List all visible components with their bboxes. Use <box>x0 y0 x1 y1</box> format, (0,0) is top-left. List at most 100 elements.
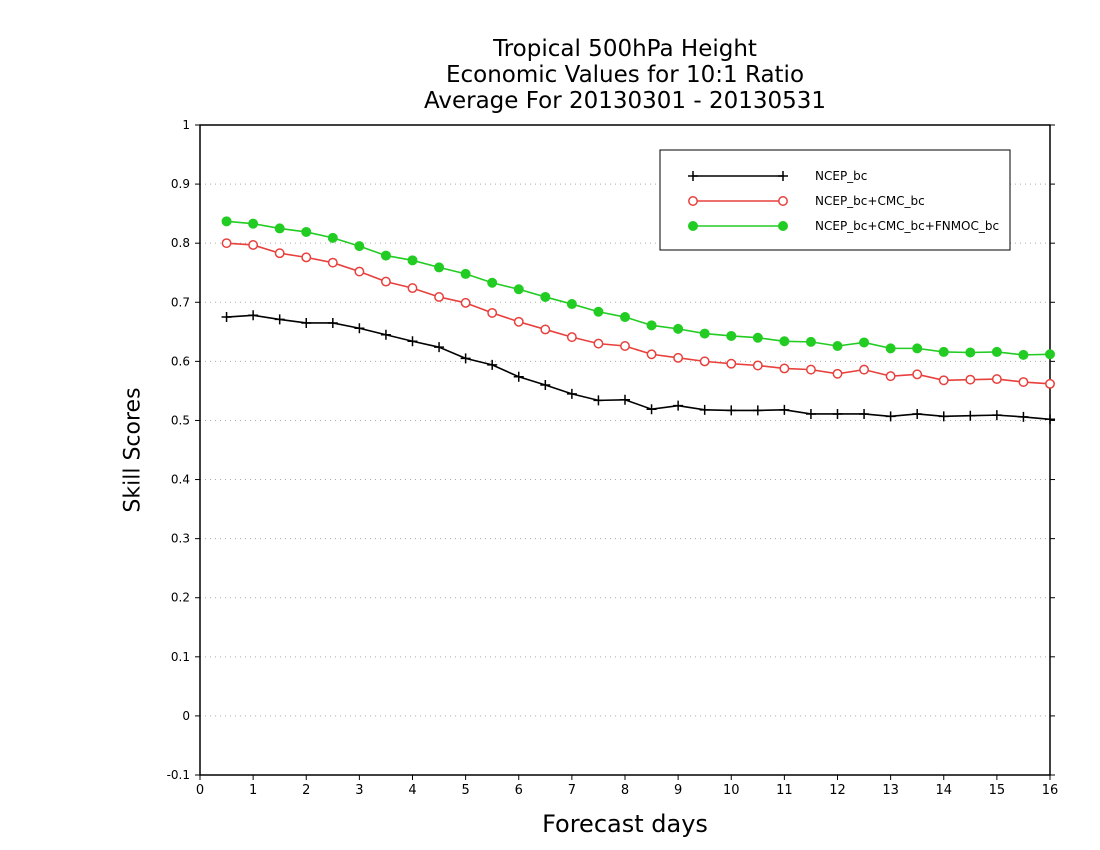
data-point <box>566 299 577 310</box>
data-point <box>221 216 232 227</box>
data-point <box>593 338 604 349</box>
data-point <box>1045 349 1055 360</box>
data-point <box>779 363 790 374</box>
y-tick-label: 0.7 <box>171 295 190 309</box>
chart-title-line-1: Tropical 500hPa Height <box>493 36 757 62</box>
x-tick-label: 3 <box>355 783 363 798</box>
data-point <box>752 360 763 371</box>
data-point <box>354 241 365 252</box>
data-point <box>752 405 763 416</box>
data-point <box>593 306 604 317</box>
data-point <box>434 342 445 353</box>
x-tick-label: 1 <box>249 783 257 798</box>
data-point <box>248 240 259 250</box>
x-tick-label: 5 <box>461 783 469 798</box>
data-point <box>673 352 684 363</box>
data-point <box>620 341 630 351</box>
data-point <box>832 408 843 419</box>
data-point <box>699 328 710 339</box>
data-point <box>274 223 285 234</box>
data-point <box>327 257 338 268</box>
data-point <box>460 353 471 364</box>
data-point <box>859 337 870 348</box>
data-point <box>859 408 870 419</box>
x-axis-label: Forecast days <box>542 810 708 838</box>
data-point <box>965 347 976 358</box>
x-tick-label: 15 <box>989 783 1006 798</box>
x-tick-label: 16 <box>1042 783 1059 798</box>
data-point <box>688 196 698 206</box>
data-point <box>566 388 577 399</box>
data-point <box>912 369 923 380</box>
data-point <box>221 312 232 323</box>
data-point <box>1018 377 1029 387</box>
x-tick-label: 12 <box>829 783 846 798</box>
data-point <box>699 404 710 415</box>
y-tick-label: 0.8 <box>171 236 190 250</box>
data-point <box>991 346 1002 357</box>
y-tick-label: -0.1 <box>167 768 190 782</box>
data-point <box>354 323 365 334</box>
axes: -0.100.10.20.30.40.50.60.70.80.910 1 2 3 4 5 6… <box>167 118 1059 798</box>
x-tick-label: 10 <box>723 783 740 798</box>
data-point <box>513 284 524 295</box>
data-point <box>460 268 471 279</box>
data-point <box>885 343 896 354</box>
y-tick-label: 0.5 <box>171 413 190 427</box>
data-point <box>593 395 604 406</box>
data-point <box>1045 378 1055 389</box>
data-point <box>434 262 445 273</box>
y-tick-label: 1 <box>182 118 190 132</box>
data-point <box>540 324 551 335</box>
data-point <box>540 380 551 390</box>
data-point <box>407 283 418 294</box>
data-point <box>832 341 843 351</box>
data-point <box>1018 411 1029 422</box>
data-point <box>434 292 445 302</box>
data-point <box>274 314 285 325</box>
x-tick-label: 8 <box>621 783 629 798</box>
data-point <box>646 404 657 415</box>
data-point <box>965 374 976 385</box>
data-point <box>779 404 790 415</box>
data-point <box>620 312 630 323</box>
data-point <box>859 364 870 375</box>
data-point <box>301 317 312 328</box>
data-point <box>620 394 630 405</box>
data-point <box>752 332 763 343</box>
data-point <box>885 371 896 382</box>
data-point <box>991 374 1002 385</box>
y-tick-label: 0.1 <box>171 650 190 664</box>
x-tick-label: 2 <box>302 783 310 798</box>
x-tick-label: 0 <box>196 783 204 798</box>
data-point <box>938 375 949 386</box>
legend-label: NCEP_bc+CMC_bc+FNMOC_bc <box>815 219 999 233</box>
data-point <box>726 330 737 341</box>
data-point <box>699 356 710 367</box>
data-point <box>832 368 843 379</box>
data-point <box>460 297 471 308</box>
y-tick-label: 0.2 <box>171 591 190 605</box>
data-point <box>673 323 684 334</box>
data-point <box>805 408 816 419</box>
legend: NCEP_bc NCEP_bc+CMC_bc NCEP_bc+CMC_bc+FNMO… <box>659 149 1011 251</box>
series-group <box>221 216 1055 425</box>
x-tick-label: 11 <box>776 783 793 798</box>
data-point <box>688 221 698 231</box>
data-point <box>540 291 551 302</box>
data-point <box>912 343 923 354</box>
data-point <box>779 336 790 347</box>
data-point <box>354 266 365 277</box>
chart-title-line-2: Economic Values for 10:1 Ratio <box>445 62 805 88</box>
series-line <box>226 314 1051 421</box>
y-tick-label: 0 <box>182 709 190 723</box>
data-point <box>380 276 391 287</box>
data-point <box>778 196 788 206</box>
data-point <box>327 232 338 243</box>
x-tick-label: 14 <box>935 783 952 798</box>
data-point <box>991 410 1002 421</box>
data-point <box>646 320 657 331</box>
data-point <box>407 336 418 347</box>
data-point <box>1045 414 1055 425</box>
